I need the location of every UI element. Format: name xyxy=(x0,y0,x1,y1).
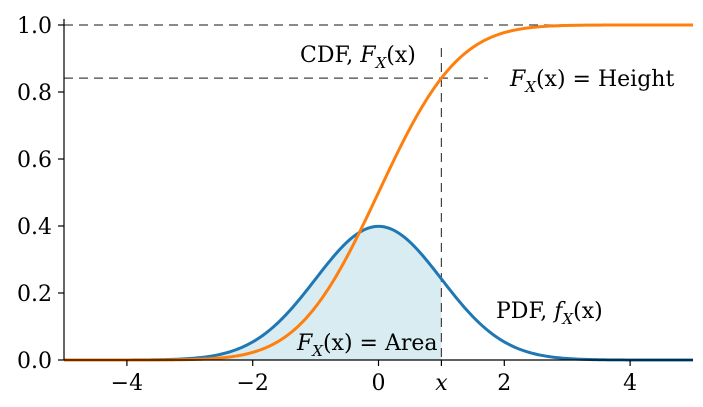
x-tick-label: −4 xyxy=(111,371,143,396)
y-ticks: 0.0 0.2 0.4 0.6 0.8 1.0 xyxy=(17,14,64,374)
x-tick-label: 2 xyxy=(497,371,511,396)
y-tick-label: 0.2 xyxy=(17,282,52,307)
height-label: FX(x) = Height xyxy=(509,67,674,96)
axes: −4 −2 0 2 4 x 0.0 0.2 0.4 0.6 0.8 1.0 xyxy=(17,14,693,396)
y-tick-label: 0.4 xyxy=(17,215,52,240)
annotations: CDF, FX(x) FX(x) = Height PDF, fX(x) FX(… xyxy=(296,43,674,360)
pdf-label: PDF, fX(x) xyxy=(496,299,603,328)
cdf-label: CDF, FX(x) xyxy=(300,43,416,72)
x-tick-label: 4 xyxy=(623,371,637,396)
y-tick-label: 0.8 xyxy=(17,81,52,106)
x-tick-label: −2 xyxy=(236,371,268,396)
y-tick-label: 0.6 xyxy=(17,148,52,173)
x-ticks: −4 −2 0 2 4 x xyxy=(111,360,637,396)
y-tick-label: 0.0 xyxy=(17,349,52,374)
x-tick-label: 0 xyxy=(372,371,386,396)
x-marker-label: x xyxy=(435,371,448,396)
area-label: FX(x) = Area xyxy=(296,331,438,360)
y-tick-label: 1.0 xyxy=(17,14,52,39)
